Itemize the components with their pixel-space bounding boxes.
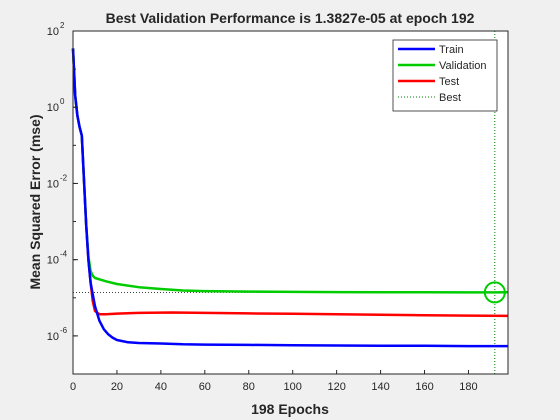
series-lines <box>71 48 509 348</box>
x-tick-label: 140 <box>371 381 389 393</box>
y-tick-label: 10 <box>47 255 59 267</box>
y-tick-exponent: 2 <box>60 21 65 30</box>
y-tick-label: 10 <box>47 331 59 343</box>
series-line-train <box>71 48 508 348</box>
y-tick-exponent: 0 <box>60 97 65 106</box>
y-axis-label: Mean Squared Error (mse) <box>27 114 43 289</box>
x-tick-label: 80 <box>243 381 255 393</box>
chart-title: Best Validation Performance is 1.3827e-0… <box>106 10 475 26</box>
legend-label-validation: Validation <box>439 60 487 72</box>
y-tick-exponent: -2 <box>60 173 68 182</box>
x-tick-label: 60 <box>199 381 211 393</box>
legend-label-train: Train <box>439 44 464 56</box>
x-axis-label: 198 Epochs <box>251 401 329 417</box>
y-tick-label: 10 <box>47 102 59 114</box>
x-axis-ticks: 0 20 40 60 80 100 120 140 160 180 <box>70 370 478 393</box>
x-tick-label: 180 <box>459 381 477 393</box>
legend-label-best: Best <box>439 92 461 104</box>
x-tick-label: 100 <box>284 381 302 393</box>
best-point-marker <box>483 281 506 304</box>
x-tick-label: 160 <box>415 381 433 393</box>
axes-box <box>72 30 509 375</box>
best-circle-group <box>483 281 506 304</box>
x-tick-label: 40 <box>155 381 167 393</box>
x-tick-label: 20 <box>111 381 123 393</box>
y-tick-label: 10 <box>47 26 59 38</box>
y-tick-exponent: -6 <box>60 326 68 335</box>
legend: Train Validation Test Best <box>392 39 498 112</box>
x-tick-label: 0 <box>70 381 76 393</box>
y-tick-label: 10 <box>47 178 59 190</box>
legend-box <box>392 39 498 112</box>
y-tick-exponent: -4 <box>60 250 68 259</box>
legend-label-test: Test <box>439 76 459 88</box>
x-tick-label: 120 <box>327 381 345 393</box>
